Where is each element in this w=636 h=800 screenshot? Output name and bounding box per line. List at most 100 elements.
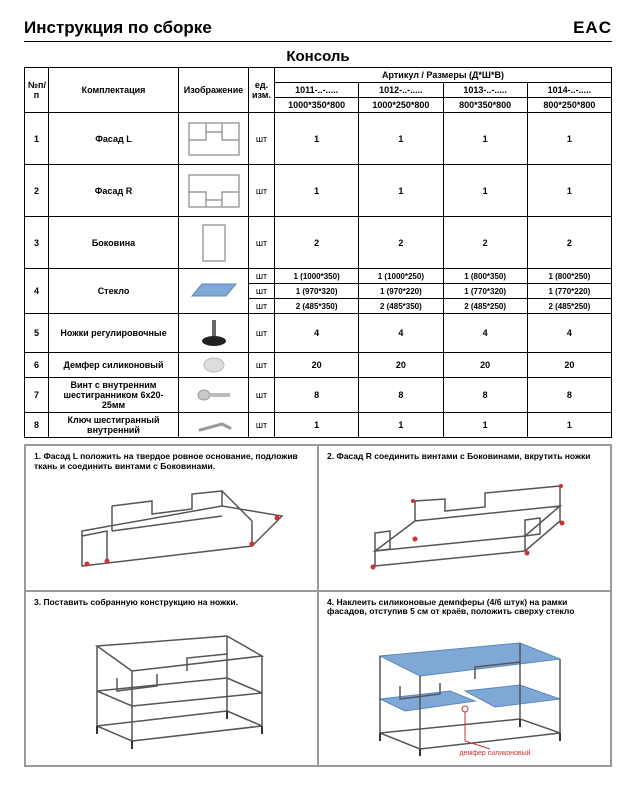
row-qty: 1 (359, 113, 443, 165)
step-1-text: 1. Фасад L положить на твердое ровное ос… (34, 452, 309, 472)
row-unit: шт (249, 269, 275, 284)
variant-size: 1000*350*800 (275, 98, 359, 113)
variant-code: 1012-..-..... (359, 83, 443, 98)
row-qty: 20 (443, 353, 527, 378)
page-title: Инструкция по сборке (24, 18, 212, 38)
row-qty: 4 (443, 314, 527, 353)
variant-code: 1014-..-..... (527, 83, 611, 98)
row-qty: 20 (275, 353, 359, 378)
variant-size: 800*350*800 (443, 98, 527, 113)
row-qty: 1 (443, 165, 527, 217)
row-unit: шт (249, 284, 275, 299)
row-image (179, 314, 249, 353)
row-image (179, 269, 249, 314)
th-num: №п/п (25, 68, 49, 113)
row-qty: 2 (443, 217, 527, 269)
step-1-illustration (52, 476, 292, 586)
variant-code: 1011-..-..... (275, 83, 359, 98)
row-num: 8 (25, 413, 49, 438)
row-name: Демфер силиконовый (49, 353, 179, 378)
row-unit: шт (249, 413, 275, 438)
row-num: 4 (25, 269, 49, 314)
row-num: 3 (25, 217, 49, 269)
row-unit: шт (249, 314, 275, 353)
product-name: Консоль (24, 48, 612, 65)
row-qty: 1 (527, 413, 611, 438)
row-qty: 4 (527, 314, 611, 353)
row-qty: 1 (770*320) (443, 284, 527, 299)
table-row: 8Ключ шестигранный внутреннийшт1111 (25, 413, 612, 438)
row-qty: 8 (443, 378, 527, 413)
row-num: 2 (25, 165, 49, 217)
row-unit: шт (249, 353, 275, 378)
row-qty: 1 (359, 413, 443, 438)
eac-mark: EAC (573, 18, 612, 38)
table-row: 3Боковинашт2222 (25, 217, 612, 269)
step-1: 1. Фасад L положить на твердое ровное ос… (25, 445, 318, 591)
row-qty: 2 (485*350) (359, 299, 443, 314)
table-row: 2Фасад Rшт1111 (25, 165, 612, 217)
step-4-illustration: демфер силиконовый (345, 621, 585, 761)
row-qty: 2 (527, 217, 611, 269)
table-row: 6Демфер силиконовыйшт20202020 (25, 353, 612, 378)
row-qty: 20 (527, 353, 611, 378)
row-name: Ножки регулировочные (49, 314, 179, 353)
row-image (179, 113, 249, 165)
row-unit: шт (249, 165, 275, 217)
row-qty: 1 (443, 113, 527, 165)
row-qty: 1 (800*250) (527, 269, 611, 284)
row-qty: 1 (527, 113, 611, 165)
step-2: 2. Фасад R соединить винтами с Боковинам… (318, 445, 611, 591)
step-2-illustration (345, 471, 585, 581)
header: Инструкция по сборке EAC (24, 18, 612, 42)
parts-table: №п/п Комплектация Изображение ед. изм. А… (24, 67, 612, 438)
row-qty: 2 (485*350) (275, 299, 359, 314)
row-name: Фасад R (49, 165, 179, 217)
row-unit: шт (249, 217, 275, 269)
row-qty: 1 (275, 165, 359, 217)
row-qty: 1 (770*220) (527, 284, 611, 299)
row-qty: 1 (359, 165, 443, 217)
row-qty: 8 (359, 378, 443, 413)
row-qty: 1 (1000*250) (359, 269, 443, 284)
row-image (179, 413, 249, 438)
damper-label: демфер силиконовый (459, 749, 530, 757)
th-unit: ед. изм. (249, 68, 275, 113)
row-num: 7 (25, 378, 49, 413)
row-qty: 1 (527, 165, 611, 217)
row-num: 1 (25, 113, 49, 165)
table-row: 4Стеклошт1 (1000*350)1 (1000*250)1 (800*… (25, 269, 612, 284)
row-qty: 8 (275, 378, 359, 413)
row-num: 5 (25, 314, 49, 353)
row-unit: шт (249, 113, 275, 165)
row-name: Винт с внутренним шестигранником 6х20-25… (49, 378, 179, 413)
row-image (179, 217, 249, 269)
row-unit: шт (249, 299, 275, 314)
th-name: Комплектация (49, 68, 179, 113)
row-qty: 2 (485*250) (443, 299, 527, 314)
row-qty: 1 (970*320) (275, 284, 359, 299)
row-name: Фасад L (49, 113, 179, 165)
table-row: 7Винт с внутренним шестигранником 6х20-2… (25, 378, 612, 413)
row-qty: 2 (485*250) (527, 299, 611, 314)
table-row: 1Фасад Lшт1111 (25, 113, 612, 165)
step-3-text: 3. Поставить собранную конструкцию на но… (34, 598, 309, 608)
row-qty: 1 (275, 113, 359, 165)
th-img: Изображение (179, 68, 249, 113)
row-qty: 8 (527, 378, 611, 413)
variant-size: 800*250*800 (527, 98, 611, 113)
row-qty: 1 (970*220) (359, 284, 443, 299)
row-qty: 4 (359, 314, 443, 353)
row-qty: 1 (443, 413, 527, 438)
step-3-illustration (57, 616, 287, 756)
row-name: Боковина (49, 217, 179, 269)
assembly-steps: 1. Фасад L положить на твердое ровное ос… (24, 444, 612, 767)
row-image (179, 165, 249, 217)
row-name: Ключ шестигранный внутренний (49, 413, 179, 438)
row-name: Стекло (49, 269, 179, 314)
row-qty: 1 (275, 413, 359, 438)
row-qty: 2 (359, 217, 443, 269)
step-3: 3. Поставить собранную конструкцию на но… (25, 591, 318, 767)
step-4: 4. Наклеить силиконовые демпферы (4/6 шт… (318, 591, 611, 767)
row-image (179, 378, 249, 413)
